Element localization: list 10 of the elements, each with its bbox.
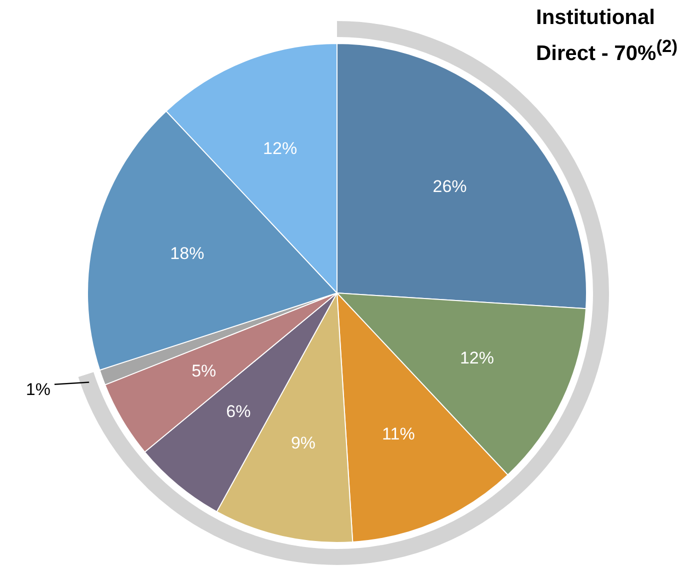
text: Institutional Direct - 70%$^{(2)}$ [536, 5, 679, 67]
data-label: 18% [170, 244, 204, 264]
data-label: 9% [290, 434, 316, 453]
data-label: 5% [192, 361, 216, 380]
data-label: 12% [460, 348, 494, 368]
data-label: 12% [263, 138, 298, 158]
data-label: 1% [26, 380, 50, 400]
data-label: 11% [382, 424, 415, 444]
data-label: 26% [432, 176, 467, 196]
data-label: 6% [226, 402, 251, 421]
